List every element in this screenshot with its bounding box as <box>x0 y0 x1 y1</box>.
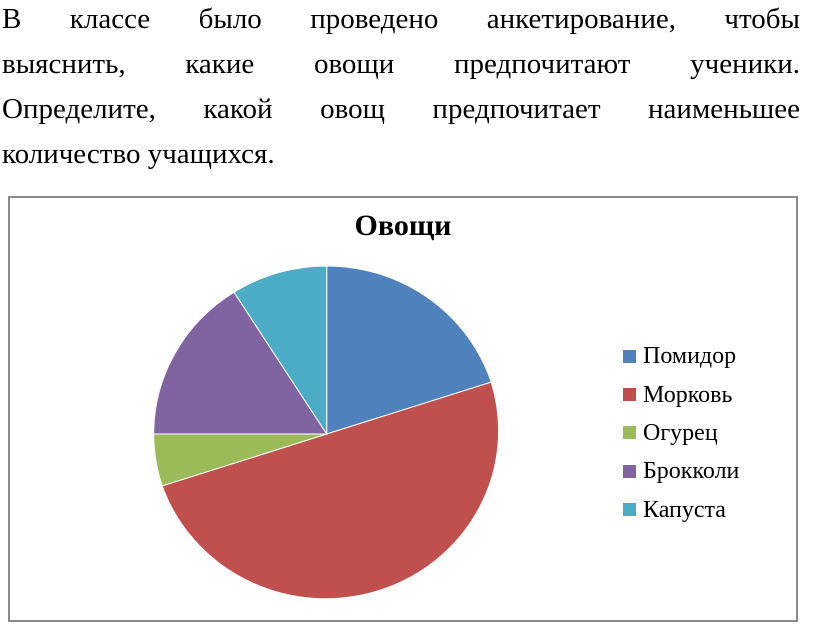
chart-title: Овощи <box>354 209 452 242</box>
legend-swatch-icon <box>623 349 636 363</box>
legend-label: Капуста <box>643 496 726 523</box>
pie-slice-Капуста <box>233 265 328 436</box>
legend-label: Морковь <box>643 381 733 408</box>
legend-item: Огурец <box>623 414 739 452</box>
legend: Помидор Морковь Огурец Брокколи Капуста <box>623 337 739 529</box>
legend-swatch-icon <box>623 464 636 478</box>
legend-label: Брокколи <box>643 458 740 485</box>
legend-label: Помидор <box>643 343 737 370</box>
legend-item: Капуста <box>623 491 739 529</box>
legend-item: Брокколи <box>623 452 739 490</box>
legend-swatch-icon <box>623 503 636 517</box>
legend-swatch-icon <box>623 426 636 440</box>
pie-chart <box>153 265 500 600</box>
question-text: В классе было проведено анкетирование, ч… <box>2 0 800 177</box>
pie-chart-panel: Овощи Помидор Морковь Огурец Брокколи Ка… <box>8 196 798 622</box>
legend-swatch-icon <box>623 388 636 402</box>
question-line: Определите, какой овощ предпочитает наим… <box>2 93 800 125</box>
question-line: количество учащихся. <box>2 138 275 170</box>
question-line: В классе было проведено анкетирование, ч… <box>2 3 800 35</box>
legend-item: Помидор <box>623 337 739 375</box>
legend-item: Морковь <box>623 375 739 413</box>
pie-slice-Помидор <box>326 265 492 435</box>
question-line: выяснить, какие овощи предпочитают учени… <box>2 48 800 80</box>
pie-slice-Морковь <box>161 381 500 600</box>
pie-slice-Брокколи <box>153 291 328 435</box>
legend-label: Огурец <box>643 419 718 446</box>
